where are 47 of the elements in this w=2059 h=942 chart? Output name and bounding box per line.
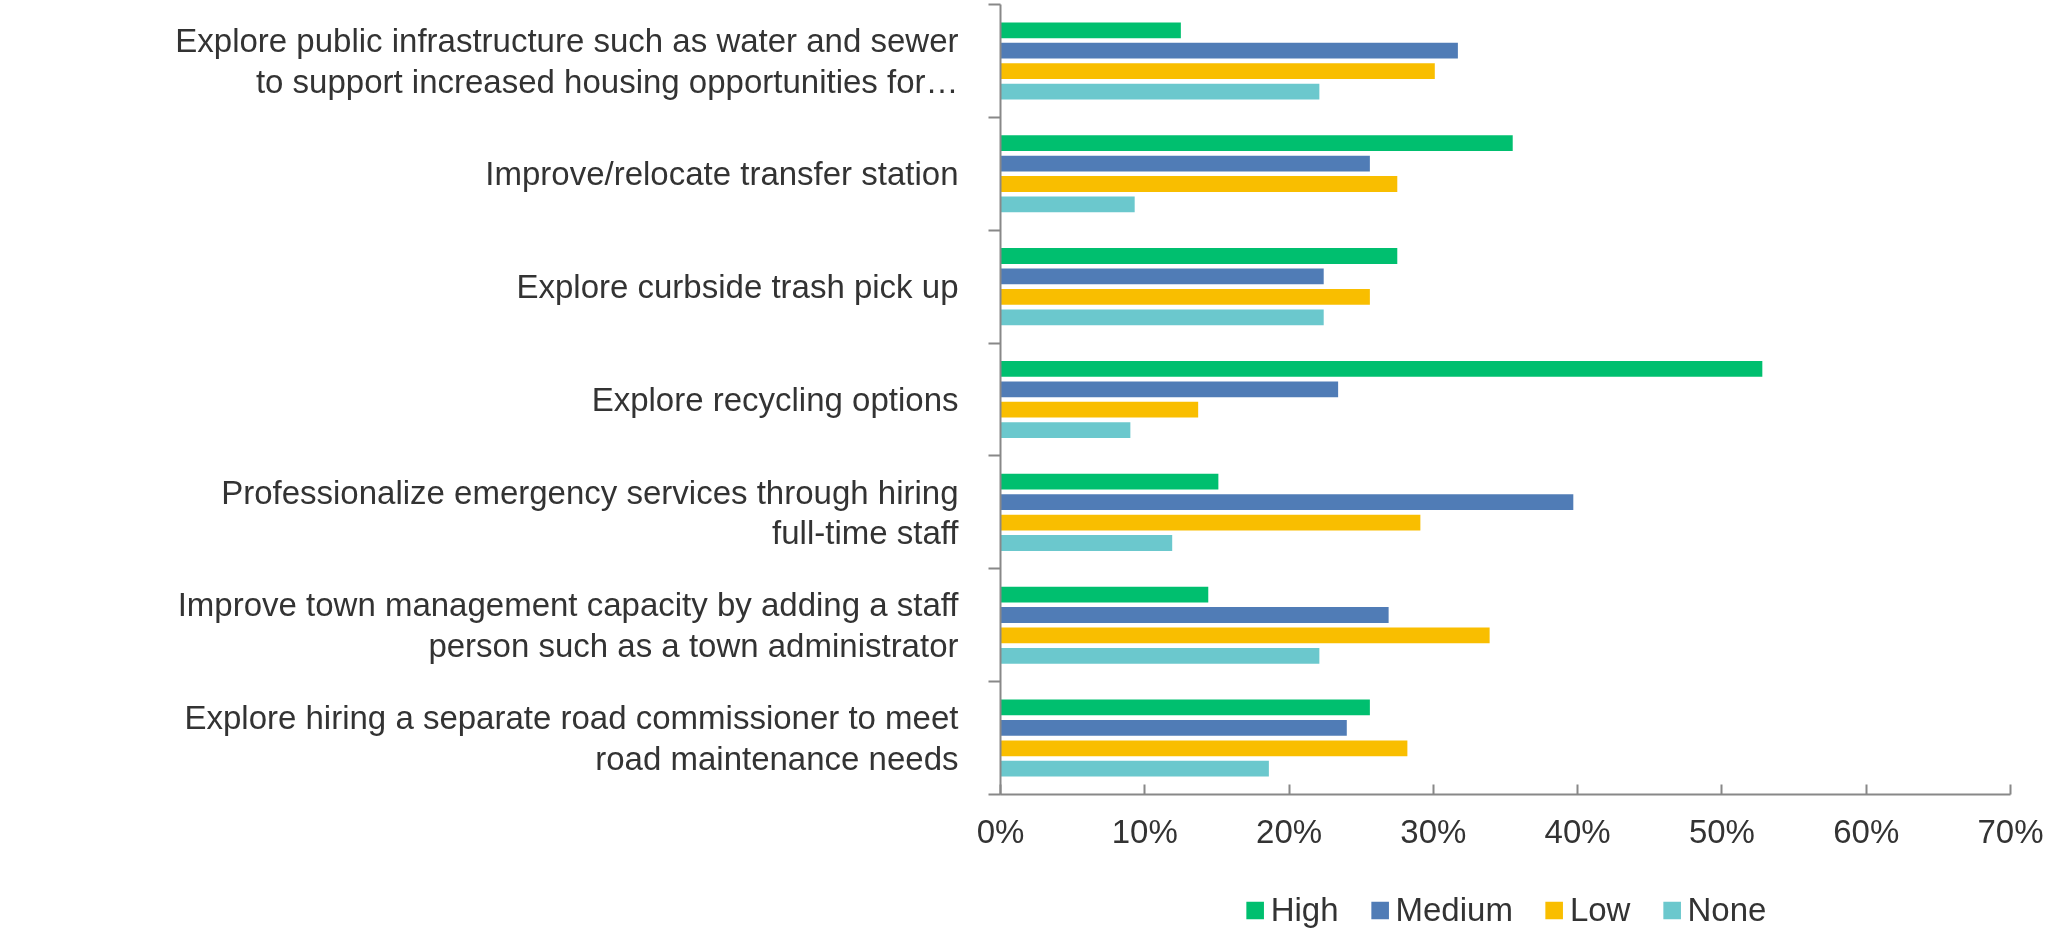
bar	[1000, 83, 1320, 100]
bar	[1000, 401, 1199, 418]
bar	[1000, 514, 1421, 531]
bar	[1000, 155, 1370, 172]
x-tick-label: 40%	[1544, 812, 1611, 850]
bar	[1000, 42, 1458, 59]
y-tick-label: Explore hiring a separate road commissioner to meet road maintenance needs	[184, 699, 959, 777]
y-tick-label: Explore recycling options	[591, 381, 959, 418]
legend-label: None	[1687, 891, 1767, 929]
bar	[1000, 699, 1370, 716]
bar	[1000, 176, 1398, 192]
x-tick-label: 60%	[1833, 812, 1900, 850]
bar	[1000, 309, 1324, 326]
x-tick-label: 50%	[1688, 812, 1755, 850]
x-tick-label: 10%	[1111, 812, 1178, 850]
bar	[1000, 535, 1173, 551]
bar	[1000, 627, 1490, 644]
bar	[1000, 740, 1408, 757]
x-tick-label: 20%	[1256, 812, 1323, 850]
y-tick-label: Improve/relocate transfer station	[485, 155, 959, 193]
legend-label: High	[1270, 891, 1339, 929]
y-tick-label: Explore public infrastructure such as water and sewer to support increased housing opportunities for…	[175, 22, 959, 100]
bar	[1000, 494, 1574, 511]
bar	[1000, 248, 1398, 264]
x-tick-label: 70%	[1977, 812, 2044, 850]
bar	[1000, 586, 1209, 603]
bar	[1000, 647, 1320, 664]
legend-label: Low	[1569, 891, 1631, 929]
x-tick-label: 0%	[976, 812, 1025, 850]
bar	[1000, 360, 1763, 377]
bar	[1000, 422, 1131, 439]
x-tick-label: 30%	[1400, 812, 1467, 850]
bar	[1000, 760, 1269, 777]
y-tick-label: Improve town management capacity by adding a staff person such as a town administrator	[177, 586, 960, 665]
bar	[1000, 63, 1435, 80]
y-tick-label: Explore curbside trash pick up	[516, 268, 959, 306]
bar	[1000, 196, 1135, 213]
legend-label: Medium	[1395, 891, 1513, 929]
bar	[1000, 719, 1347, 736]
bar	[1000, 473, 1219, 490]
bar	[1000, 22, 1181, 39]
bar	[1000, 288, 1370, 305]
y-tick-label: Professionalize emergency services through hiring full-time staff	[221, 473, 960, 552]
bar	[1000, 381, 1339, 398]
bar	[1000, 607, 1389, 623]
bar	[1000, 135, 1513, 152]
bar	[1000, 268, 1324, 285]
